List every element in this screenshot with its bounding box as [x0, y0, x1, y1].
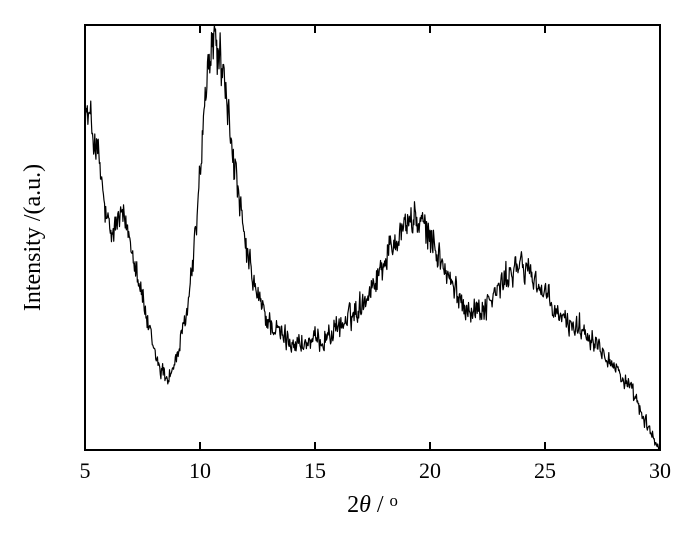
x-tick-label: 10 — [189, 458, 211, 483]
xrd-trace — [85, 25, 660, 450]
x-tick-label: 15 — [304, 458, 326, 483]
x-tick-label: 30 — [649, 458, 671, 483]
xrd-chart: 5 10 15 20 25 30 2θ / o Intensity /(a.u.) — [0, 0, 690, 541]
plot-border — [85, 25, 660, 450]
y-axis-title: Intensity /(a.u.) — [20, 164, 46, 311]
x-tick-label: 5 — [80, 458, 91, 483]
x-axis-title: 2θ / o — [347, 491, 398, 518]
x-tick-label: 25 — [534, 458, 556, 483]
chart-container: 5 10 15 20 25 30 2θ / o Intensity /(a.u.) — [0, 0, 690, 541]
x-tick-label: 20 — [419, 458, 441, 483]
